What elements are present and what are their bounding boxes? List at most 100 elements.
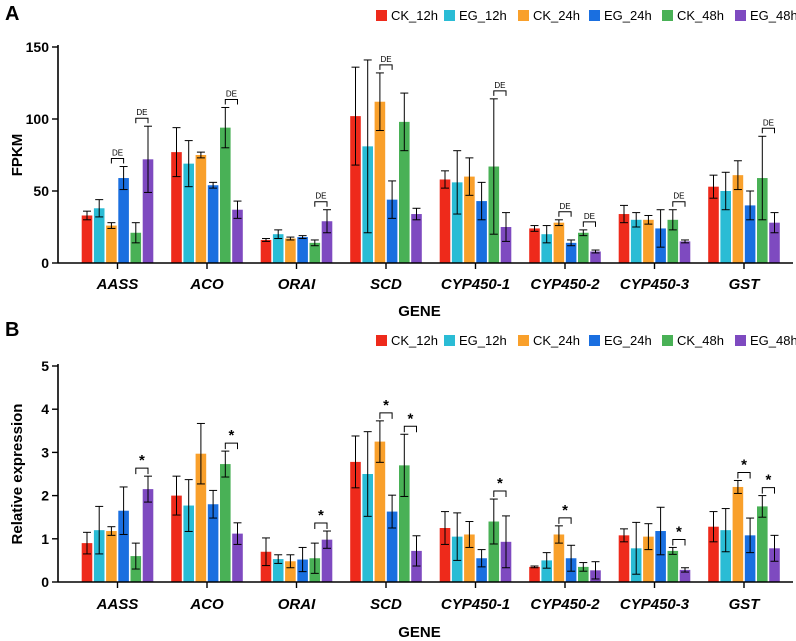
bar-orai-ck_48h [309, 242, 321, 263]
bar-aco-eg_48h [232, 209, 243, 263]
errorbar-cyp450-3-ck_48h [668, 546, 677, 555]
y-tick-label: 150 [26, 39, 50, 55]
bar-cyp450-2-eg_12h [541, 560, 552, 582]
errorbar-cyp450-3-eg_24h [656, 209, 665, 248]
errorbar-orai-eg_24h [298, 235, 307, 240]
bar-gst-ck_48h [757, 506, 768, 582]
legend-swatch-eg_12h [444, 10, 455, 21]
annotation-bracket [672, 201, 686, 207]
bar-orai-ck_24h [285, 561, 296, 582]
annotation-bracket [135, 467, 149, 475]
legend-label-ck_48h: CK_48h [677, 333, 724, 348]
annotation-label: DE [112, 149, 123, 158]
bar-orai-ck_12h [260, 551, 272, 582]
bar-cyp450-3-ck_12h [618, 214, 630, 263]
errorbar-scd-ck_48h [400, 92, 409, 152]
errorbar-aass-eg_24h [119, 486, 128, 535]
annotation-bracket [493, 90, 507, 96]
annotation-label: DE [494, 81, 505, 90]
annotation-label: * [741, 456, 747, 473]
bar-aass-ck_12h [81, 543, 93, 582]
bar-cyp450-1-eg_12h [451, 182, 463, 263]
bar-orai-ck_24h [285, 238, 296, 263]
legend-swatch-ck_12h [376, 335, 387, 346]
legend-label-eg_48h: EG_48h [750, 333, 796, 348]
errorbar-orai-eg_12h [274, 229, 283, 240]
errorbar-aco-ck_24h [196, 151, 205, 159]
y-tick-label: 50 [33, 183, 49, 199]
errorbar-gst-eg_48h [770, 212, 779, 234]
errorbar-scd-eg_12h [363, 431, 372, 517]
y-tick-label: 0 [41, 574, 49, 590]
errorbar-cyp450-3-ck_48h [668, 209, 677, 231]
bar-cyp450-2-ck_48h [578, 232, 589, 263]
errorbar-aass-eg_48h [144, 475, 152, 503]
annotation-aass-3-4: DE [110, 149, 125, 164]
bar-cyp450-2-ck_12h [529, 228, 540, 263]
errorbar-cyp450-1-ck_12h [441, 170, 449, 189]
bar-aass-eg_12h [93, 530, 105, 582]
bar-cyp450-2-eg_48h [590, 251, 601, 263]
y-tick-label: 3 [41, 444, 49, 460]
bar-orai-ck_12h [260, 239, 272, 263]
annotation-cyp450-3-5-6: * [672, 523, 686, 546]
errorbar-cyp450-1-eg_24h [477, 181, 486, 221]
errorbar-cyp450-3-eg_24h [656, 506, 665, 556]
legend-label-ck_12h: CK_12h [391, 8, 438, 23]
legend-label-eg_24h: EG_24h [604, 8, 652, 23]
errorbar-cyp450-1-ck_48h [489, 98, 498, 235]
annotation-gst-3-4: * [737, 456, 751, 479]
annotation-orai-5-6: * [314, 507, 328, 530]
errorbar-cyp450-2-ck_24h [554, 219, 563, 227]
legend-label-eg_12h: EG_12h [459, 333, 507, 348]
annotation-bracket [379, 412, 393, 419]
errorbar-orai-eg_12h [274, 554, 283, 564]
errorbar-orai-eg_48h [323, 209, 331, 234]
errorbar-scd-ck_24h [375, 72, 384, 132]
bar-aco-eg_24h [207, 504, 219, 582]
bar-aco-eg_12h [183, 505, 194, 582]
x-category-cyp450-3: CYP450-3 [620, 596, 690, 613]
errorbar-aass-eg_12h [95, 199, 104, 218]
errorbar-gst-eg_48h [770, 534, 779, 562]
x-category-aco: ACO [189, 276, 224, 293]
x-axis-title: GENE [398, 303, 441, 320]
annotation-label: DE [559, 202, 570, 211]
bar-aco-ck_24h [195, 155, 207, 263]
bar-cyp450-3-eg_24h [655, 531, 666, 582]
legend-label-ck_12h: CK_12h [391, 333, 438, 348]
errorbar-gst-eg_24h [746, 190, 755, 221]
errorbar-cyp450-2-eg_24h [567, 544, 576, 572]
errorbar-cyp450-1-ck_48h [489, 498, 498, 545]
x-category-scd: SCD [370, 596, 402, 613]
annotation-cyp450-2-3-4: * [558, 502, 572, 524]
bar-scd-eg_24h [386, 199, 398, 263]
errorbar-cyp450-3-eg_48h [681, 239, 689, 244]
errorbar-scd-eg_48h [412, 535, 421, 567]
errorbar-gst-ck_24h [733, 160, 742, 191]
annotation-scd-3-4: * [379, 397, 393, 419]
annotation-label: * [318, 507, 324, 524]
legend-swatch-eg_48h [735, 10, 746, 21]
errorbar-aco-ck_48h [221, 106, 230, 149]
errorbar-aass-eg_24h [119, 166, 128, 191]
errorbar-cyp450-1-ck_24h [465, 521, 474, 548]
bar-cyp450-2-ck_48h [578, 566, 589, 582]
y-tick-label: 5 [41, 358, 49, 374]
errorbar-cyp450-3-ck_24h [644, 214, 653, 225]
bar-cyp450-3-ck_48h [667, 550, 679, 582]
bar-gst-eg_12h [720, 191, 731, 263]
y-axis-title: Relative expression [9, 404, 26, 545]
bar-cyp450-2-ck_12h [529, 566, 540, 582]
annotation-bracket [493, 490, 507, 498]
bar-gst-eg_24h [744, 205, 756, 263]
bar-gst-eg_24h [744, 535, 756, 582]
errorbar-scd-ck_48h [400, 433, 409, 497]
x-category-cyp450-1: CYP450-1 [441, 276, 510, 293]
bar-cyp450-3-eg_48h [679, 241, 691, 263]
annotation-label: DE [673, 192, 684, 201]
errorbar-aass-ck_48h [131, 542, 140, 570]
errorbar-cyp450-1-eg_12h [453, 150, 462, 215]
annotation-orai-5-6: DE [314, 192, 328, 207]
annotation-label: DE [315, 192, 326, 201]
